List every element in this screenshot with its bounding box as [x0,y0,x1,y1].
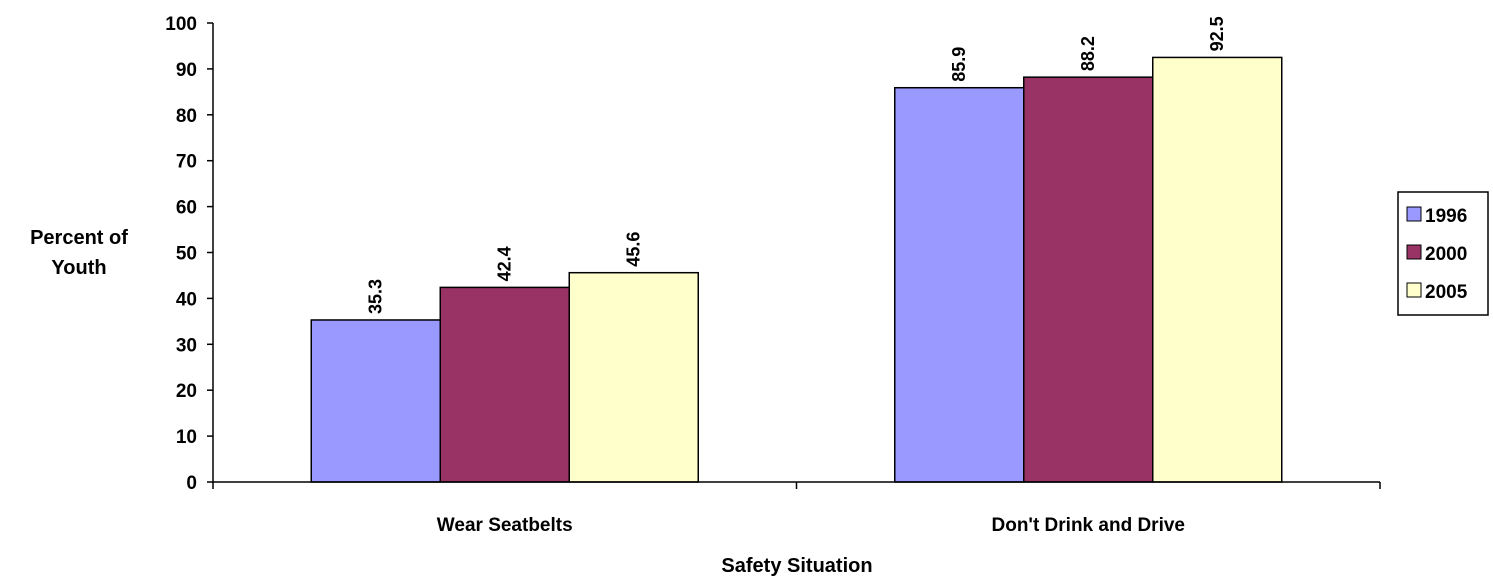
y-tick-label: 80 [176,106,197,127]
y-tick-label: 70 [176,152,197,173]
x-category-label: Wear Seatbelts [437,515,573,536]
bar-2005-0 [568,271,699,483]
legend-swatch-2005 [1406,282,1422,298]
y-axis-title: Percent of Youth [30,227,128,279]
bar-1996-1 [894,86,1025,483]
data-label-2005-1: 92.5 [1207,16,1227,51]
data-label-1996-1: 85.9 [949,47,969,82]
legend-swatch-1996 [1406,206,1422,222]
legend-label-2005: 2005 [1425,282,1468,303]
data-label-2000-0: 42.4 [495,246,515,281]
y-tick-label: 20 [176,381,197,402]
y-tick-label: 0 [186,473,197,494]
bars [310,56,1283,483]
x-axis-title: Safety Situation [721,555,872,577]
legend-swatch-2000 [1406,244,1422,260]
y-tick-label: 30 [176,335,197,356]
x-category-label: Don't Drink and Drive [992,515,1186,536]
bar-1996-0 [310,319,441,483]
x-axis-category-labels: Wear Seatbelts Don't Drink and Drive [437,515,1185,536]
legend: 1996 2000 2005 [1397,191,1489,316]
data-label-2000-1: 88.2 [1078,36,1098,71]
bar-2000-0 [439,286,570,483]
data-label-1996-0: 35.3 [366,279,386,314]
legend-label-2000: 2000 [1425,244,1467,265]
y-tick-label: 60 [176,198,197,219]
legend-label-1996: 1996 [1425,206,1467,227]
y-axis-title-line: Percent of [30,227,128,249]
axes [212,23,1381,489]
y-tick-label: 90 [176,60,197,81]
y-axis-ticks: 0 10 20 30 40 50 60 70 80 90 100 [165,14,213,494]
y-tick-label: 50 [176,244,197,265]
bar-2000-1 [1023,76,1154,483]
y-tick-label: 100 [165,14,197,35]
y-axis-title-line: Youth [51,257,106,279]
data-label-2005-0: 45.6 [624,232,644,267]
y-tick-label: 40 [176,289,197,310]
bar-2005-1 [1152,56,1283,483]
data-labels: 35.3 42.4 45.6 85.9 88.2 92.5 [366,16,1228,314]
y-tick-label: 10 [176,427,197,448]
